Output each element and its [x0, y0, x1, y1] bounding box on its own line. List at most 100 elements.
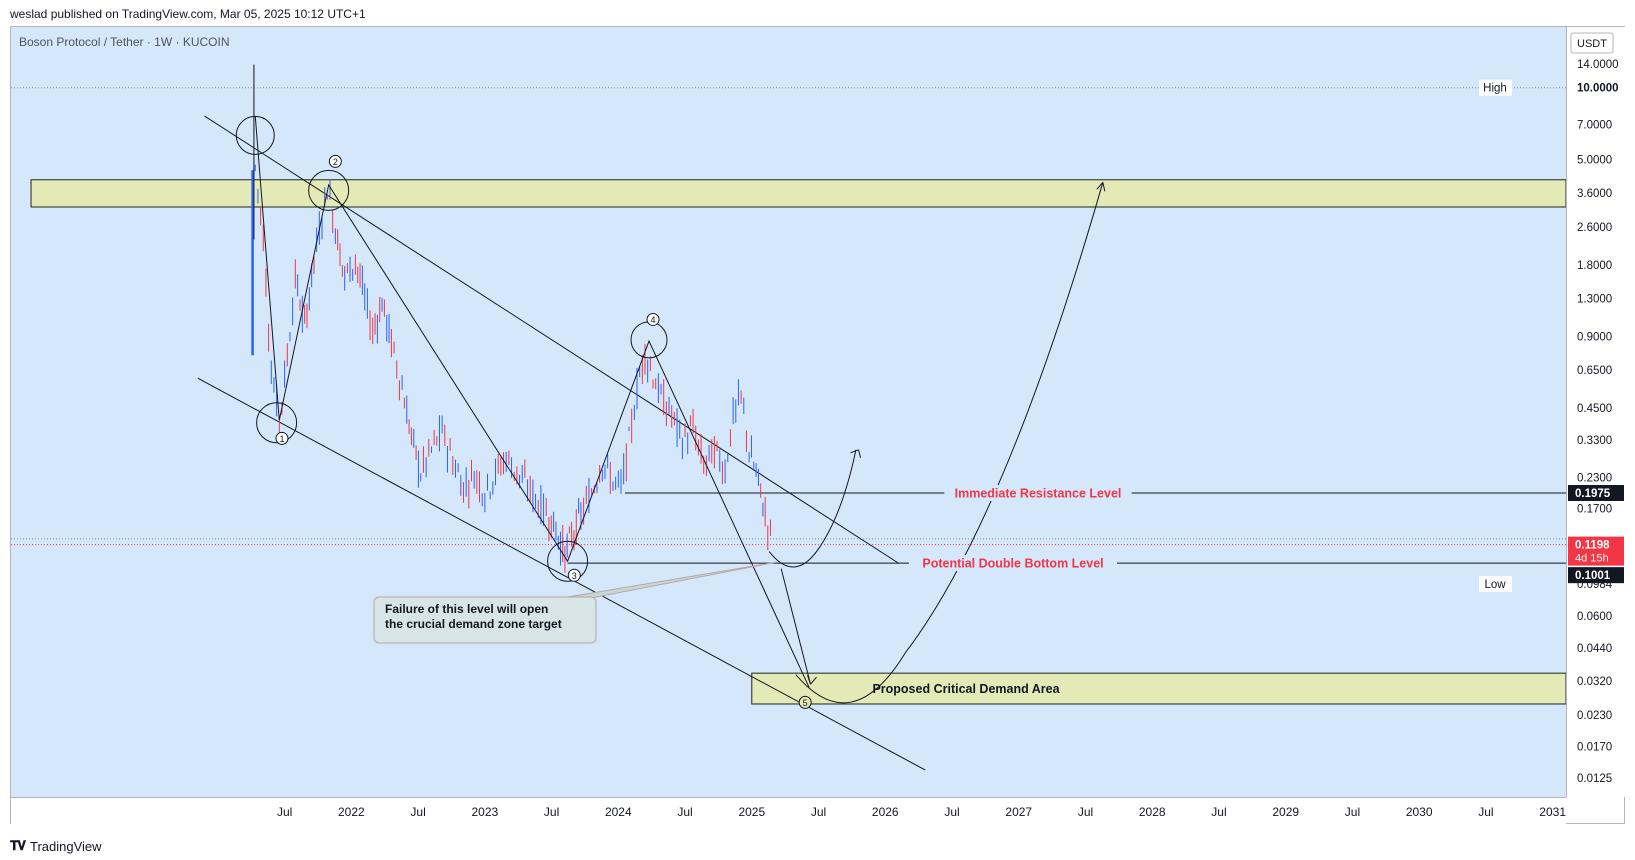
wave-label: 5: [803, 698, 808, 708]
price-tick: 7.0000: [1577, 120, 1612, 132]
price-tick: 0.4500: [1577, 403, 1612, 415]
callout-line2: the crucial demand zone target: [385, 617, 562, 631]
wave-circle: [630, 321, 668, 359]
wave-label: 3: [572, 571, 577, 581]
time-tick: Jul: [544, 805, 559, 819]
time-tick: Jul: [677, 805, 692, 819]
current-price-countdown: 4d 15h: [1575, 553, 1609, 565]
wave-label-circle: [646, 312, 660, 326]
wave-label-circle: [798, 695, 812, 709]
price-tick: 1.8000: [1577, 260, 1612, 272]
currency-badge-box: [1570, 32, 1614, 54]
high-tag-bg: [1479, 79, 1512, 96]
double-bottom-label-bg: [908, 555, 1118, 572]
wave-label-circle: [567, 568, 581, 582]
price-tick: 3.6000: [1577, 188, 1612, 200]
double-bottom-price-value: 0.1001: [1575, 570, 1611, 582]
wave-label: 4: [651, 315, 656, 325]
price-tick: 14.0000: [1577, 59, 1619, 71]
channel-lower-line: [197, 377, 926, 771]
time-tick: Jul: [1478, 805, 1493, 819]
double-bottom-price-badge: [1568, 567, 1624, 584]
time-tick: 2029: [1272, 805, 1299, 819]
high-tag: High: [1483, 83, 1507, 95]
low-tag: Low: [1484, 579, 1506, 591]
wave-label-circle: [328, 154, 342, 168]
price-tick: 10.0000: [1577, 83, 1619, 95]
resistance-price-badge: [1568, 484, 1624, 501]
price-tick: 5.0000: [1577, 154, 1612, 166]
immediate-resistance-label: Immediate Resistance Level: [955, 486, 1122, 500]
time-tick: 2030: [1406, 805, 1433, 819]
time-tick: 2025: [738, 805, 765, 819]
price-tick: 0.0230: [1577, 710, 1612, 722]
price-tick: 0.1700: [1577, 503, 1612, 515]
channel-upper-line: [204, 115, 899, 564]
demand-zone: [751, 672, 1566, 705]
projection-recovery-path: [795, 182, 1104, 704]
plot-area[interactable]: [11, 27, 1566, 797]
projection-drop-arrowhead: [807, 675, 817, 685]
time-tick: 2023: [471, 805, 498, 819]
time-tick: 2027: [1005, 805, 1032, 819]
current-price-value: 0.1198: [1575, 540, 1610, 552]
time-tick: Jul: [1078, 805, 1093, 819]
footer-brand[interactable]: 𝐓𝐕 TradingView: [10, 838, 102, 854]
price-tick: 0.0600: [1577, 611, 1612, 623]
immediate-resistance-label-bg: [944, 484, 1132, 501]
price-tick: 0.0170: [1577, 741, 1612, 753]
supply-zone: [30, 179, 1566, 208]
callout-pointer: [555, 561, 776, 600]
time-tick: Jul: [277, 805, 292, 819]
currency-label: USDT: [1577, 38, 1607, 50]
price-tick: 0.2300: [1577, 472, 1612, 484]
currency-badge: USDT: [1570, 32, 1614, 54]
projection-drop-path: [780, 568, 812, 685]
tradingview-logo-icon: 𝐓𝐕: [10, 838, 26, 853]
demand-zone-label: Proposed Critical Demand Area: [872, 682, 1060, 696]
price-tick: 1.3000: [1577, 293, 1612, 305]
callout-line1: Failure of this level will open: [385, 602, 548, 616]
wave-label: 1: [279, 434, 284, 444]
chart-canvas[interactable]: 1 2 3 4 5 Failure of this level will openthe …: [11, 27, 1626, 825]
time-tick: 2028: [1139, 805, 1166, 819]
time-tick: Jul: [1211, 805, 1226, 819]
publisher-line: weslad published on TradingView.com, Mar…: [10, 7, 366, 21]
wave-label: 2: [333, 157, 338, 167]
wave-label-circle: [275, 431, 289, 445]
time-tick: Jul: [944, 805, 959, 819]
symbol-title: Boson Protocol / Tether · 1W · KUCOIN: [19, 35, 230, 49]
wave-path: [254, 116, 810, 688]
double-bottom-label: Potential Double Bottom Level: [922, 557, 1103, 571]
price-tick: 0.9000: [1577, 331, 1612, 343]
resistance-price-value: 0.1975: [1575, 488, 1611, 500]
price-tick: 0.0125: [1577, 773, 1612, 785]
wave-circle: [308, 169, 350, 211]
projection-recovery-arrowhead: [1096, 181, 1106, 192]
plot-layer: 1 2 3 4 5 Failure of this level will openthe …: [11, 64, 1566, 771]
current-price-badge: [1568, 536, 1624, 566]
brand-name: TradingView: [30, 838, 102, 854]
time-axis[interactable]: [11, 797, 1566, 825]
price-tick: 0.3300: [1577, 435, 1612, 447]
price-tick: 0.0440: [1577, 643, 1612, 655]
time-tick: 2031: [1539, 805, 1566, 819]
projection-bounce-path: [768, 449, 857, 568]
wave-circle: [235, 115, 275, 155]
chart-frame: 1 2 3 4 5 Failure of this level will open the …: [10, 26, 1626, 825]
time-tick: Jul: [811, 805, 826, 819]
projection-bounce-arrowhead: [850, 449, 862, 458]
price-tick: 2.6000: [1577, 222, 1612, 234]
callout-box: [373, 596, 597, 644]
time-tick: 2026: [872, 805, 899, 819]
wave-circle: [256, 402, 298, 444]
low-tag-bg: [1479, 575, 1512, 592]
price-axis[interactable]: [1566, 27, 1626, 797]
wave-circle: [547, 540, 589, 582]
price-tick: 0.6500: [1577, 365, 1612, 377]
time-tick: Jul: [410, 805, 425, 819]
time-tick: 2022: [338, 805, 365, 819]
candles: [251, 64, 771, 573]
price-tick: 0.0320: [1577, 676, 1612, 688]
time-tick: 2024: [605, 805, 632, 819]
